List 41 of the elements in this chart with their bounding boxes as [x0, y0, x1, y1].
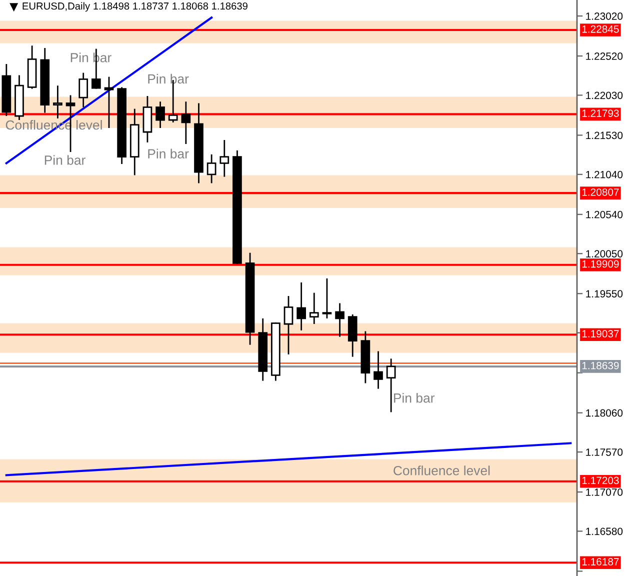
candlestick [104, 76, 114, 129]
y-tick-label: 1.19550 [586, 290, 623, 298]
candlestick [156, 100, 165, 129]
ref-line-label: 1.21793 [582, 110, 619, 117]
ref-line-label: 1.16187 [582, 558, 619, 566]
y-tick-label: 1.20050 [586, 250, 623, 258]
candlestick [322, 278, 332, 320]
ref-line-label: 1.20807 [582, 188, 619, 196]
annotation: Pin bar [44, 155, 86, 165]
y-tick-label: 1.23020 [586, 12, 623, 20]
y-tick-label: 1.22030 [586, 92, 623, 100]
y-tick-label: 1.17570 [586, 448, 623, 456]
y-tick-label: 1.18060 [586, 409, 623, 417]
ref-line-label: 1.18639 [582, 362, 619, 370]
candlestick [374, 350, 383, 390]
candlestick [53, 84, 62, 120]
annotation: Pin bar [148, 74, 189, 84]
y-tick-label: 1.17070 [586, 488, 623, 496]
candlestick [309, 292, 319, 325]
candlestick [206, 154, 216, 184]
annotation: Confluence level [394, 466, 490, 476]
y-tick-label: 1.16580 [586, 528, 623, 536]
candlestick [78, 72, 88, 108]
annotation: Pin bar [394, 393, 435, 403]
y-tick-label: 1.21040 [586, 170, 623, 178]
ref-line-label: 1.22845 [582, 25, 619, 33]
y-tick-label: 1.20540 [586, 210, 623, 218]
y-tick-label: 1.22520 [586, 52, 623, 60]
chart-title: EURUSD,Daily 1.18498 1.18737 1.18068 1.18639 [22, 2, 248, 12]
candlestick [296, 282, 306, 332]
candlestick [220, 139, 230, 178]
annotation: Pin bar [148, 148, 189, 158]
y-tick-label: 1.21530 [586, 132, 623, 140]
candlestick [386, 358, 396, 413]
ref-line-label: 1.19037 [582, 330, 619, 338]
candlestick [284, 295, 294, 356]
candlestick [348, 314, 358, 358]
candlestick [335, 302, 344, 338]
ref-line-label: 1.19909 [582, 260, 619, 268]
candlestick [181, 100, 191, 145]
ref-line-label: 1.17203 [582, 476, 619, 484]
